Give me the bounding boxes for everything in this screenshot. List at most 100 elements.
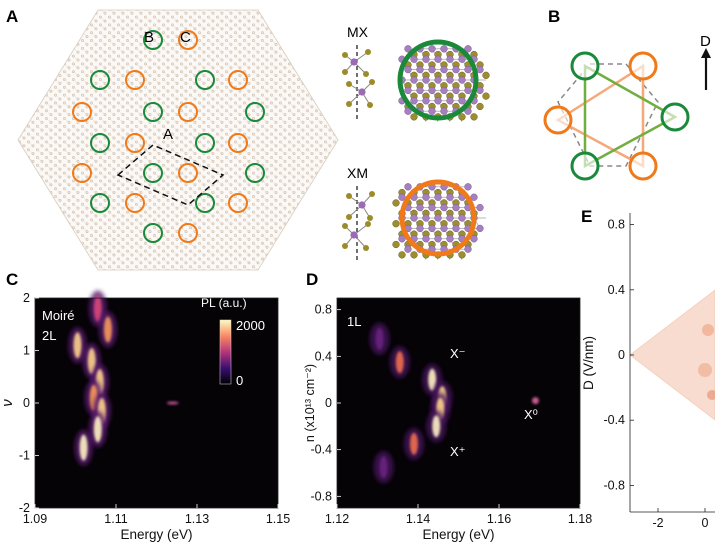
colorbar-min: 0 <box>236 373 243 388</box>
y-tick-label: 0 <box>23 396 30 410</box>
metal-atom <box>458 55 466 63</box>
metal-atom <box>476 224 484 233</box>
x-tick-label: 1.11 <box>104 512 127 526</box>
pl-feature <box>93 295 102 322</box>
metal-atom <box>428 65 436 74</box>
annotation-x-minus: X⁻ <box>450 346 466 361</box>
metal-atom <box>446 214 454 222</box>
metal-atom <box>434 97 442 105</box>
metal-atom <box>452 86 460 95</box>
metal-atom <box>428 224 436 233</box>
panel-b-label: B <box>548 7 560 26</box>
site-label-c: C <box>180 29 191 46</box>
colorbar-max: 2000 <box>236 318 265 333</box>
site-ring-orange <box>72 102 92 122</box>
pl-feature <box>103 316 112 343</box>
pl-feature <box>166 401 179 405</box>
colorbar <box>219 319 232 385</box>
panel-e-label: E <box>581 207 592 226</box>
x-tick-label: 1.18 <box>568 512 592 526</box>
pl-feature <box>375 327 384 350</box>
metal-atom <box>410 55 418 63</box>
y-tick-label: -0.4 <box>310 443 332 457</box>
metal-atom <box>416 203 424 212</box>
y-tick-label: -2 <box>19 501 30 515</box>
green-triangle <box>583 63 678 169</box>
moire-sites <box>72 30 265 243</box>
plot-c-axes: 1.09 1.11 1.13 1.15 2 1 0 -1 -2 Energy (eV) ν <box>0 291 290 542</box>
x-tick-label: 1.15 <box>266 512 290 526</box>
x-axis-label: Energy (eV) <box>422 527 494 542</box>
metal-atom <box>434 235 442 243</box>
y-tick-label: 0.8 <box>608 218 625 232</box>
metal-atom <box>404 65 412 74</box>
metal-atom <box>410 214 418 222</box>
chalcogen-atom <box>398 251 406 259</box>
metal-atom <box>410 76 418 84</box>
pl-feature <box>409 432 418 455</box>
pl-feature <box>379 456 388 479</box>
hex-outline <box>557 63 659 167</box>
panel-e: E 0.8 0.4 0 -0.4 -0.8 -2 0 D (V/nm) <box>581 207 715 530</box>
x-tick-label: -2 <box>652 516 663 530</box>
plot-c-marks <box>68 290 179 466</box>
chalcogen-atom <box>410 251 418 259</box>
metal-atom <box>404 86 412 95</box>
stacking-label-mx: MX <box>347 24 369 40</box>
site-ring-orange <box>543 105 573 135</box>
x-tick-label: 1.16 <box>487 512 511 526</box>
site-ring-green <box>245 163 265 183</box>
xm-ring <box>399 179 477 257</box>
mx-side-view <box>342 45 375 120</box>
site-label-b: B <box>144 29 154 46</box>
y-tick-label: -1 <box>19 449 30 463</box>
metal-atom <box>422 235 430 243</box>
metal-atom <box>422 76 430 84</box>
metal-atom <box>398 235 406 243</box>
metal-atom <box>422 214 430 222</box>
y-tick-label: 1 <box>23 344 30 358</box>
x-axis-label: Energy (eV) <box>120 527 192 542</box>
chalcogen-atom <box>392 220 400 228</box>
metal-atom <box>422 193 430 201</box>
panel-a-label: A <box>6 7 18 26</box>
metal-atom <box>434 214 442 222</box>
site-ring-orange <box>72 163 92 183</box>
y-tick-label: 0.8 <box>315 303 332 317</box>
chalcogen-atom <box>458 251 466 259</box>
sample-label-2l: 2L <box>42 328 56 343</box>
panel-d-label: D <box>306 270 318 289</box>
pl-feature <box>531 397 539 405</box>
mx-top-view <box>398 45 490 122</box>
site-ring-green <box>570 151 600 181</box>
metal-atom <box>464 65 472 74</box>
metal-atom <box>404 183 412 191</box>
y-tick-label: -0.8 <box>603 478 625 492</box>
metal-atom <box>470 235 478 243</box>
sample-label-moire: Moiré <box>42 308 75 323</box>
pl-feature <box>428 368 437 391</box>
metal-atom <box>398 193 406 201</box>
site-ring-orange <box>628 51 658 81</box>
y-tick-label: 0 <box>618 348 625 362</box>
site-ring-orange <box>628 151 658 181</box>
metal-atom <box>422 97 430 105</box>
orange-triangle <box>555 63 645 169</box>
x-tick-label: 1.09 <box>23 512 47 526</box>
colorbar-title: PL (a.u.) <box>201 296 247 310</box>
site-ring-green <box>90 70 110 90</box>
plot-e-region <box>630 290 715 420</box>
chalcogen-atom <box>392 199 400 207</box>
metal-atom <box>452 224 460 233</box>
metal-atom <box>440 86 448 95</box>
x-tick-label: 1.12 <box>325 512 349 526</box>
metal-atom <box>446 76 454 84</box>
metal-atom <box>464 86 472 95</box>
metal-atom <box>440 65 448 74</box>
metal-atom <box>404 107 412 115</box>
mx-ring <box>397 39 479 121</box>
metal-atom <box>428 203 436 212</box>
metal-atom <box>428 107 436 115</box>
metal-atom <box>428 45 436 53</box>
site-ring-orange <box>125 70 145 90</box>
